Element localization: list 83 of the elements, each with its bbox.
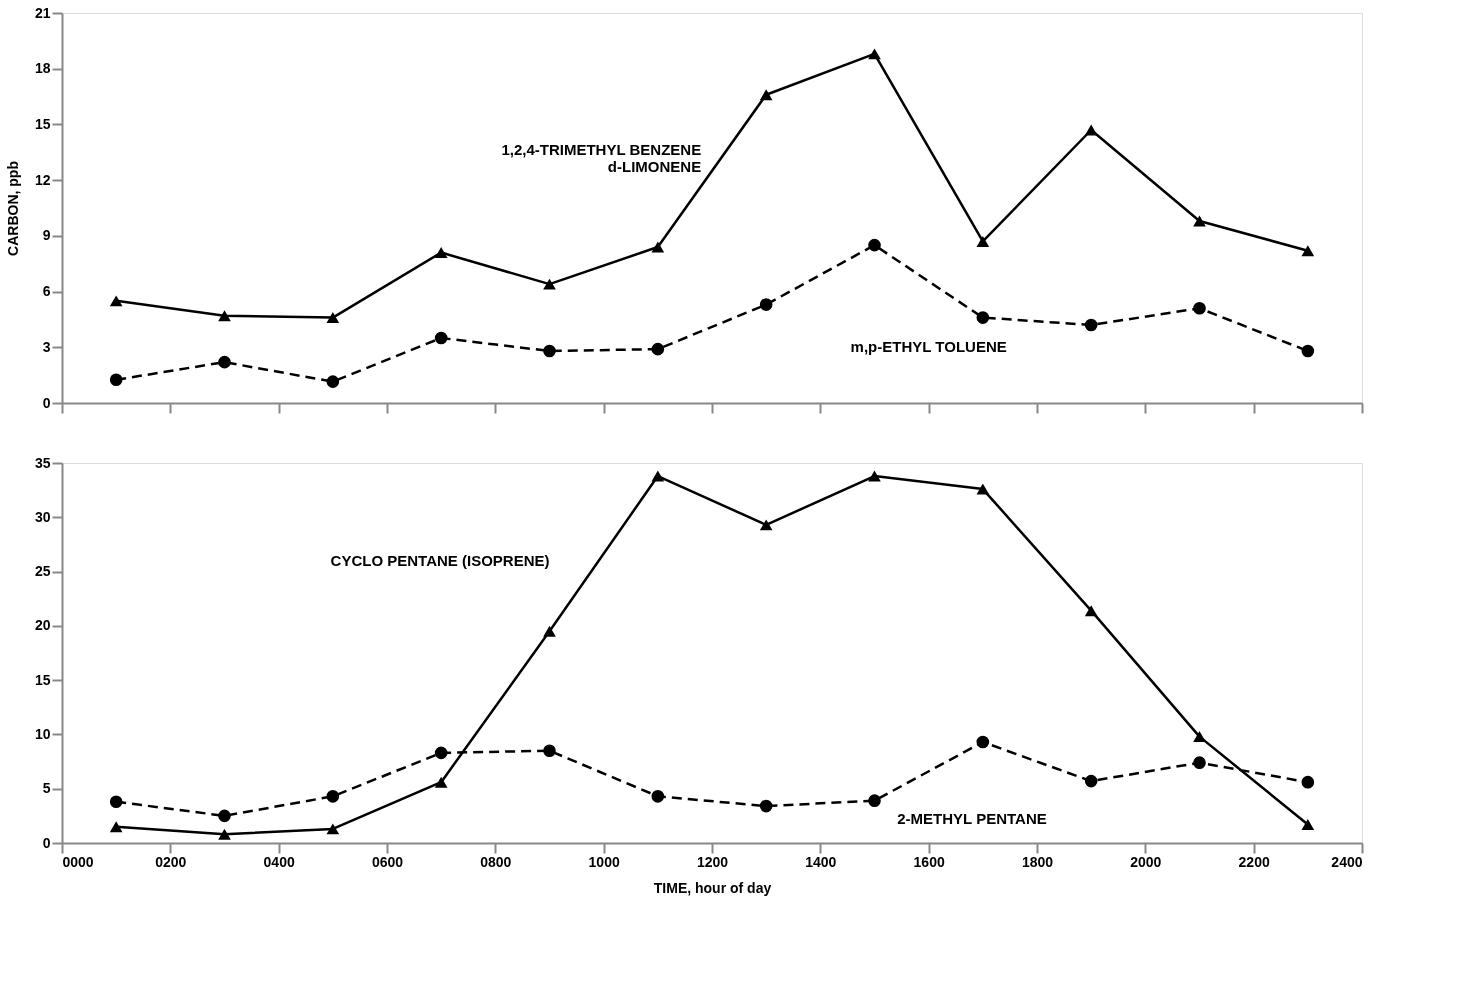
- point: [651, 241, 665, 253]
- x-tick-label: 2200: [1238, 853, 1270, 870]
- point: [651, 470, 665, 482]
- point: [434, 247, 448, 259]
- y-tick-label: 15: [34, 671, 51, 688]
- y-tick-label: 18: [34, 60, 51, 77]
- y-tick-label: 9: [42, 227, 51, 244]
- point: [759, 89, 773, 101]
- point: [976, 235, 990, 247]
- point: [1301, 245, 1315, 257]
- point: [976, 311, 990, 324]
- point: [109, 795, 123, 809]
- point: [1193, 756, 1206, 769]
- y-tick-label: 30: [34, 508, 51, 525]
- point: [218, 809, 231, 823]
- point: [543, 744, 556, 758]
- point: [759, 799, 773, 813]
- y-tick-label: 5: [42, 780, 51, 797]
- y-tick-label: 0: [42, 394, 51, 411]
- y-tick-label: 20: [34, 617, 51, 634]
- series-label: 2-METHYL PENTANE: [897, 810, 1047, 828]
- point: [868, 48, 881, 60]
- point: [543, 625, 556, 637]
- y-tick-label: 21: [34, 4, 51, 21]
- y-tick-label: 6: [42, 283, 51, 300]
- point: [759, 298, 773, 311]
- point: [651, 790, 665, 803]
- y-axis-title: CARBON, ppb: [4, 161, 21, 256]
- point: [868, 794, 881, 807]
- x-tick-label: 1200: [696, 853, 729, 870]
- y-tick-label: 10: [34, 725, 51, 742]
- x-tick-label: 2000: [1130, 853, 1162, 870]
- point: [651, 342, 665, 356]
- point: [868, 470, 881, 482]
- x-tick-label: 0800: [480, 853, 512, 870]
- point: [1084, 605, 1098, 617]
- point: [326, 823, 340, 835]
- x-tick-label: 0600: [371, 853, 404, 870]
- point: [326, 312, 340, 324]
- point: [1084, 124, 1098, 136]
- point: [976, 483, 990, 495]
- series-label: 1,2,4-TRIMETHYL BENZENE d-LIMONENE: [501, 141, 702, 176]
- point: [1301, 819, 1315, 831]
- y-tick-label: 0: [42, 834, 51, 851]
- y-tick-label: 12: [34, 171, 51, 188]
- x-tick-label: 2400: [1331, 853, 1363, 870]
- point: [218, 310, 231, 322]
- point: [868, 238, 881, 252]
- point: [109, 373, 123, 387]
- point: [326, 790, 340, 803]
- point: [1084, 318, 1098, 332]
- point: [434, 776, 448, 788]
- y-tick-label: 15: [34, 115, 51, 132]
- x-tick-label: 0000: [62, 853, 94, 870]
- x-tick-label: 1800: [1021, 853, 1054, 870]
- point: [218, 355, 231, 369]
- y-tick-label: 25: [34, 563, 51, 580]
- text: CYCLO PENTANE (ISOPRENE): [330, 551, 550, 569]
- point: [326, 375, 340, 388]
- x-tick-label: 1000: [588, 853, 620, 870]
- point: [1084, 774, 1098, 788]
- x-tick-label: 0400: [263, 853, 295, 870]
- point: [1193, 301, 1206, 315]
- x-tick-label: 0200: [155, 853, 187, 870]
- point: [759, 519, 773, 531]
- x-axis-title: TIME, hour of day: [653, 879, 772, 896]
- series-label: m,p-ETHYL TOLUENE: [850, 338, 1007, 356]
- point: [543, 278, 556, 290]
- y-tick-label: 35: [34, 454, 51, 471]
- point: [218, 828, 231, 840]
- point: [1301, 344, 1315, 358]
- y-tick-label: 3: [42, 338, 51, 355]
- x-tick-label: 1400: [805, 853, 837, 870]
- point: [434, 331, 448, 345]
- point: [1193, 215, 1206, 227]
- x-tick-label: 1600: [913, 853, 945, 870]
- point: [109, 821, 123, 833]
- point: [1301, 775, 1315, 789]
- point: [976, 735, 990, 749]
- point: [109, 295, 123, 307]
- point: [434, 746, 448, 760]
- point: [543, 344, 556, 358]
- point: [1193, 731, 1206, 743]
